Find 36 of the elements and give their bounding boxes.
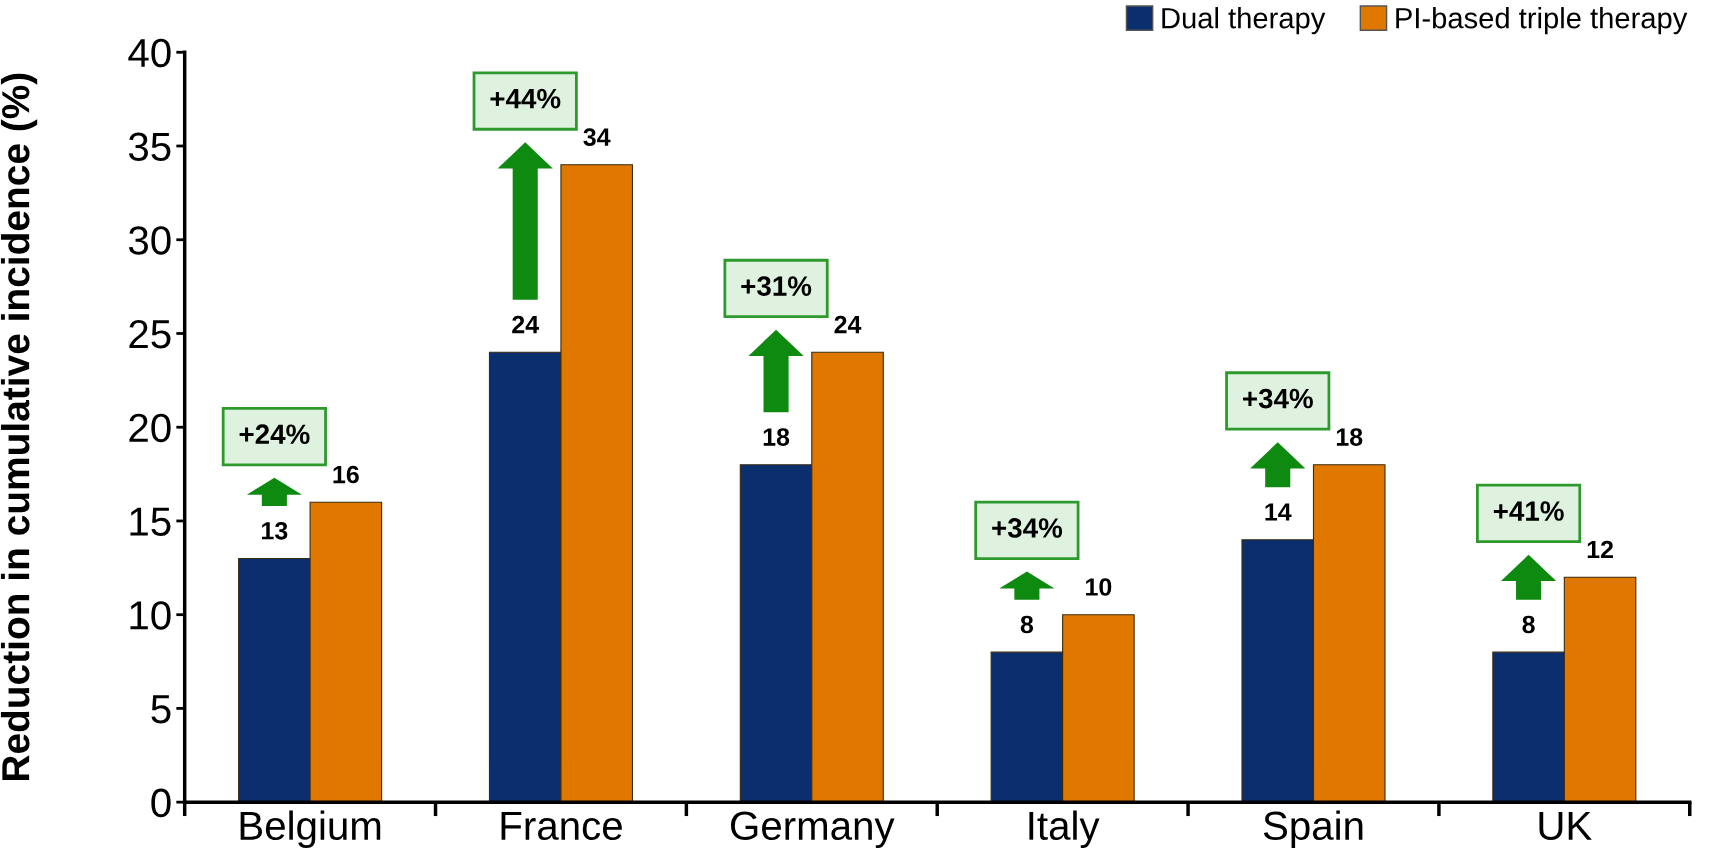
y-axis-title: Reduction in cumulative incidence (%)	[0, 73, 38, 781]
data-label: 13	[262, 521, 288, 540]
y-tick-label: 30	[128, 226, 171, 255]
y-tick-label: 40	[128, 38, 171, 68]
x-tick-label: Italy	[1029, 810, 1100, 849]
annotation: +24%	[239, 424, 310, 444]
x-tick-label: Germany	[731, 811, 895, 849]
data-label: 16	[333, 465, 359, 484]
y-tick-label: 15	[130, 507, 171, 536]
x-tick-label: Spain	[1263, 810, 1363, 849]
annotation: +34%	[1243, 388, 1313, 409]
data-label: 8	[1020, 615, 1034, 634]
y-tick-label: 25	[129, 319, 171, 349]
data-label: 34	[583, 128, 611, 146]
y-tick-label: 35	[128, 132, 171, 161]
data-label: 24	[512, 315, 539, 334]
legend-label: Dual therapy	[1162, 7, 1326, 35]
data-label: 24	[834, 315, 862, 334]
data-label: 14	[1265, 503, 1292, 521]
data-label: 8	[1522, 615, 1535, 634]
annotation: +31%	[741, 276, 812, 296]
y-tick-label: 5	[151, 695, 171, 724]
y-tick-label: 0	[151, 788, 171, 818]
x-tick-label: Belgium	[240, 810, 381, 849]
data-label: 10	[1086, 578, 1112, 596]
data-label: 12	[1587, 540, 1613, 559]
x-tick-label: UK	[1539, 811, 1592, 841]
annotation: +44%	[490, 88, 561, 109]
data-label: 18	[763, 428, 790, 446]
y-tick-label: 10	[130, 601, 171, 630]
data-label: 18	[1336, 428, 1363, 446]
y-tick-label: 20	[129, 413, 171, 443]
annotation: +34%	[992, 518, 1063, 538]
legend-label: PI-based triple therapy	[1396, 7, 1688, 35]
annotation: +41%	[1493, 501, 1564, 521]
x-tick-label: France	[501, 811, 622, 841]
